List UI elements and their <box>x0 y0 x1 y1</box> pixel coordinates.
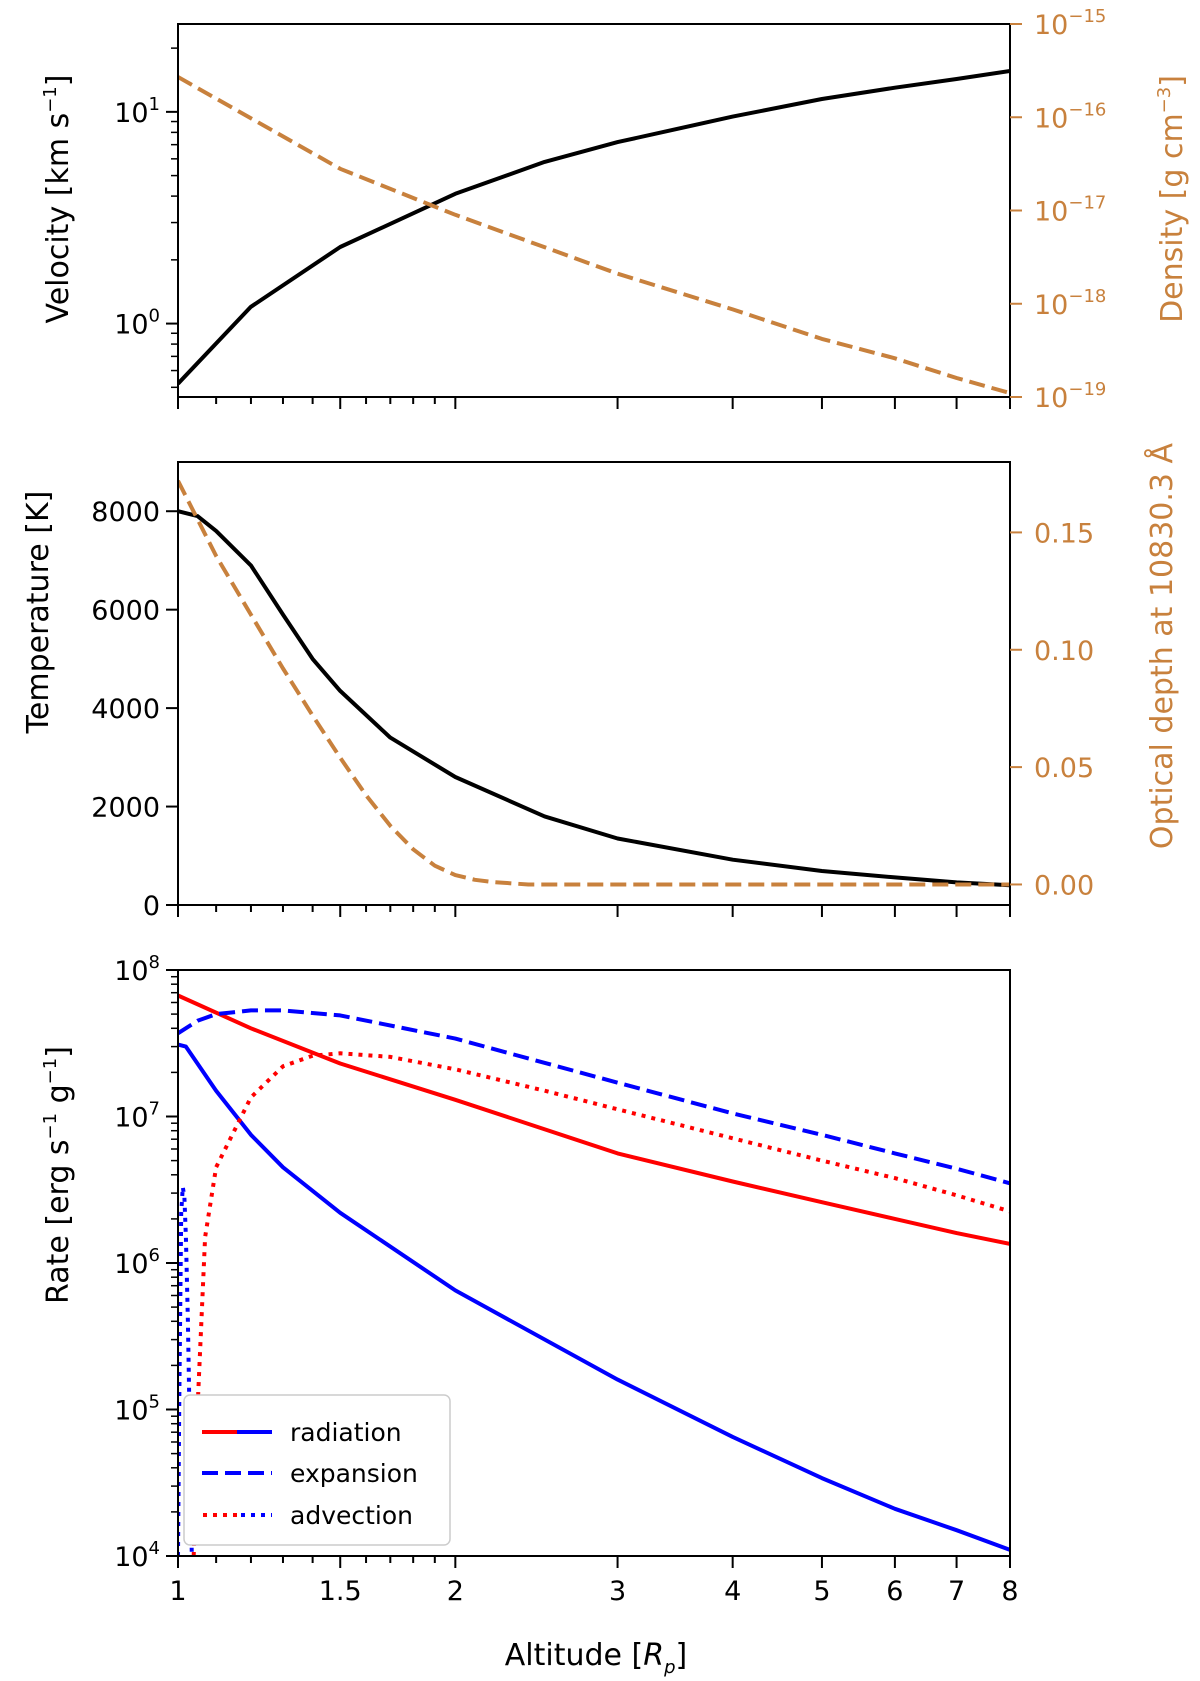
y-tick-label: 0 <box>143 891 160 922</box>
y2-tick-label: 0.15 <box>1034 518 1094 549</box>
plot-frame <box>177 461 1011 906</box>
y-tick-label: 108 <box>114 952 160 987</box>
temperature-axis-label: Temperature [K] <box>21 491 56 735</box>
y2-tick-label: 10−18 <box>1034 286 1106 321</box>
legend-label-expansion: expansion <box>290 1459 418 1488</box>
rate-axis-label-exp2: −1 <box>40 1058 61 1085</box>
y-tick-label: 2000 <box>91 793 160 824</box>
series-line-right-axis-tan-dashed <box>178 75 1010 396</box>
altitude-axis-label-text: Altitude [ <box>505 1638 643 1673</box>
y2-tick-label: 10−16 <box>1034 99 1106 134</box>
y2-tick-label: 10−19 <box>1034 379 1106 414</box>
density-axis-label-close: ] <box>1155 75 1190 87</box>
x-tick-label: 1 <box>169 1576 186 1607</box>
series-line-advection-red-dotted <box>191 1051 1010 1556</box>
y-tick-label: 107 <box>114 1099 160 1134</box>
altitude-axis-label: Altitude [Rp] <box>505 1638 688 1678</box>
optical-depth-axis-label: Optical depth at 10830.3 Å <box>1144 442 1180 849</box>
y2-tick-label: 10−15 <box>1034 6 1106 41</box>
y-tick-label: 104 <box>114 1538 160 1573</box>
series-line-left-axis-black-solid <box>178 509 1010 888</box>
rate-axis-label-close: ] <box>41 1046 76 1058</box>
x-tick-label: 1.5 <box>319 1576 362 1607</box>
x-tick-label: 8 <box>1001 1576 1018 1607</box>
legend-label-advection: advection <box>290 1501 413 1530</box>
y-tick-label: 4000 <box>91 694 160 725</box>
y-tick-label: 105 <box>114 1392 160 1427</box>
velocity-axis-label-exp: −1 <box>40 86 61 113</box>
panel-velocity-density: 100 101 10−19 10−18 10−17 10−16 10−15 <box>114 6 1106 414</box>
x-tick-label: 4 <box>724 1576 741 1607</box>
series-line-expansion-blue-dashed <box>178 1008 1010 1186</box>
y-tick-label: 101 <box>114 94 160 129</box>
series-line-right-axis-tan-dashed <box>178 479 1010 887</box>
series-line-radiation-red-solid <box>178 993 1010 1246</box>
y-tick-label: 8000 <box>91 497 160 528</box>
altitude-axis-label-close: ] <box>676 1638 688 1673</box>
velocity-axis-label: Velocity [km s−1] <box>40 75 76 324</box>
density-axis-label-text: Density [g cm <box>1155 113 1190 323</box>
x-tick-label: 5 <box>813 1576 830 1607</box>
y-tick-label: 6000 <box>91 596 160 627</box>
altitude-axis-label-sub: p <box>663 1657 675 1678</box>
rate-axis-label-exp1: −1 <box>40 1113 61 1140</box>
series-line-left-axis-black-solid <box>178 69 1010 386</box>
plot-frame <box>177 23 1011 398</box>
density-axis-label-exp: −3 <box>1154 87 1175 114</box>
y2-tick-label: 0.10 <box>1034 636 1094 667</box>
x-tick-label: 2 <box>447 1576 464 1607</box>
legend-label-radiation: radiation <box>290 1418 402 1447</box>
legend: radiation expansion advection <box>183 1394 451 1546</box>
y2-tick-label: 0.00 <box>1034 870 1094 901</box>
panel-temperature-opticaldepth: 0 2000 4000 6000 8000 0.00 0.05 0.10 0.15 <box>91 461 1094 922</box>
density-axis-label: Density [g cm−3] <box>1154 75 1190 323</box>
y2-tick-label: 10−17 <box>1034 193 1106 228</box>
altitude-axis-label-var: R <box>643 1638 664 1673</box>
velocity-axis-label-text: Velocity [km s <box>41 113 76 324</box>
rate-axis-label-text: Rate [erg s <box>41 1139 76 1304</box>
panel-rates: 1 1.5 2 3 4 5 6 7 8 104 105 106 107 108 <box>114 952 1018 1607</box>
series-line-advection-blue-dotted <box>178 1185 194 1556</box>
rate-axis-label: Rate [erg s−1 g−1] <box>40 1046 76 1304</box>
x-tick-label: 7 <box>948 1576 965 1607</box>
y-tick-label: 100 <box>114 306 160 341</box>
velocity-axis-label-close: ] <box>41 75 76 87</box>
x-tick-label: 3 <box>609 1576 626 1607</box>
y2-tick-label: 0.05 <box>1034 753 1094 784</box>
y-tick-label: 106 <box>114 1245 160 1280</box>
rate-axis-label-mid: g <box>41 1084 76 1113</box>
x-tick-label: 6 <box>886 1576 903 1607</box>
series-line-radiation-blue-solid <box>178 1042 1010 1552</box>
